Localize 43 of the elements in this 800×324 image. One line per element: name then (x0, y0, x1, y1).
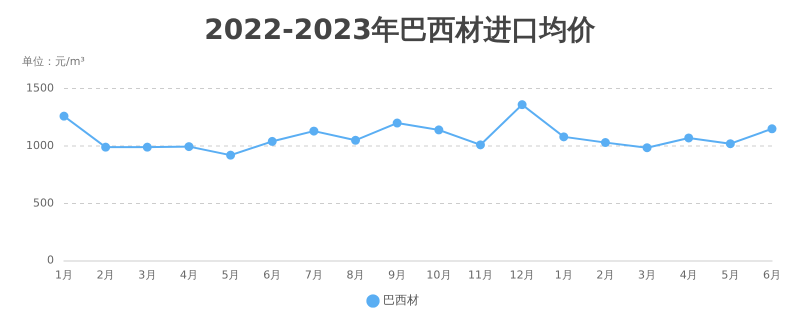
point (268, 136, 277, 146)
x-tick-label: 5月 (721, 268, 740, 282)
point (726, 139, 735, 148)
x-tick-label: 6月 (263, 268, 282, 282)
point (59, 112, 68, 121)
point (559, 132, 568, 142)
x-tick-label: 6月 (763, 268, 781, 282)
chart-subtitle: 单位：元/m³ (21, 54, 86, 70)
point (309, 126, 318, 136)
point (642, 143, 652, 152)
y-tick-label: 1000 (26, 138, 54, 152)
x-tick-label: 12月 (510, 268, 535, 282)
x-tick-label: 4月 (180, 268, 198, 282)
y-tick-label: 500 (32, 196, 54, 210)
point (184, 142, 194, 152)
point (518, 100, 527, 110)
x-tick-label: 2月 (96, 268, 115, 282)
x-tick-label: 5月 (222, 268, 240, 282)
point (351, 136, 360, 145)
x-tick-label: 10月 (426, 268, 452, 282)
y-tick-label: 0 (46, 254, 54, 267)
x-tick-label: 9月 (388, 268, 406, 282)
point (142, 142, 152, 152)
point (768, 124, 776, 134)
x-tick-label: 1月 (554, 268, 573, 282)
x-tick-label: 3月 (138, 268, 156, 282)
x-tick-label: 3月 (638, 268, 656, 282)
point (392, 118, 402, 128)
point (600, 138, 610, 148)
x-tick-label: 1月 (54, 268, 73, 282)
y-tick-label: 1500 (26, 81, 54, 94)
x-tick-label: 11月 (468, 268, 493, 282)
point (226, 150, 236, 160)
point (101, 142, 110, 152)
x-tick-label: 7月 (304, 268, 323, 282)
x-tick-label: 2月 (596, 268, 614, 282)
point (684, 133, 694, 142)
point (434, 125, 444, 134)
point (476, 140, 485, 150)
chart-title: 2022-2023年巴西材进口均价 (203, 12, 597, 48)
x-tick-label: 8月 (346, 268, 365, 282)
x-tick-label: 4月 (680, 268, 698, 282)
legend-label: 巴西材 (383, 293, 419, 308)
